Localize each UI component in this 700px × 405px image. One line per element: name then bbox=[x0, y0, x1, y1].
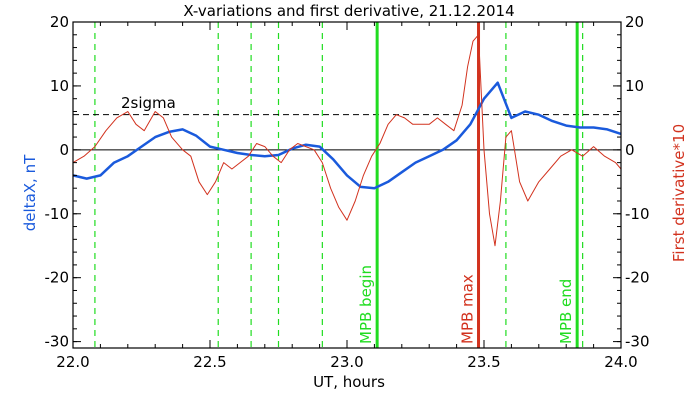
event-label-1: MPB max bbox=[459, 274, 477, 344]
x-tick-label: 22.5 bbox=[193, 353, 226, 371]
y-tick-label-right: -30 bbox=[625, 333, 650, 351]
event-label-0: MPB begin bbox=[357, 265, 375, 344]
threshold-label: 2sigma bbox=[121, 94, 176, 112]
x-tick-label: 23.5 bbox=[467, 353, 500, 371]
y-tick-label-left: -30 bbox=[45, 333, 70, 351]
y-axis-label-right: First derivative*10 bbox=[670, 124, 688, 262]
y-tick-label-right: 20 bbox=[625, 13, 644, 31]
y-axis-label-left: deltaX, nT bbox=[21, 154, 39, 231]
chart-title: X-variations and first derivative, 21.12… bbox=[183, 2, 514, 20]
series-line-derivative bbox=[72, 34, 622, 247]
x-tick-label: 23.0 bbox=[330, 353, 363, 371]
plot-frame bbox=[72, 21, 622, 349]
y-tick-label-right: 0 bbox=[625, 141, 635, 159]
plot-border bbox=[72, 21, 622, 349]
x-axis-label: UT, hours bbox=[313, 373, 385, 391]
series-line-deltaX bbox=[72, 81, 622, 190]
vertical-markers bbox=[94, 22, 584, 348]
y-tick-label-right: 10 bbox=[625, 77, 644, 95]
y-tick-label-left: 10 bbox=[50, 77, 69, 95]
reference-lines bbox=[73, 22, 621, 348]
x-tick-label: 22.0 bbox=[56, 353, 89, 371]
x-tick-label: 24.0 bbox=[604, 353, 637, 371]
y-tick-label-left: 20 bbox=[50, 13, 69, 31]
y-tick-label-right: -20 bbox=[625, 269, 650, 287]
y-tick-label-left: 0 bbox=[59, 141, 69, 159]
event-label-2: MPB end bbox=[557, 279, 575, 344]
y-tick-label-left: -10 bbox=[45, 205, 70, 223]
series-group bbox=[72, 34, 622, 247]
event-labels: MPB begin MPB max MPB end bbox=[357, 265, 575, 344]
y-tick-label-right: -10 bbox=[625, 205, 650, 223]
tick-group: 22.0 22.5 23.0 23.5 24.0 20 20 10 10 0 0 -10 -10 -20 -… bbox=[45, 13, 650, 371]
y-tick-label-left: -20 bbox=[45, 269, 70, 287]
